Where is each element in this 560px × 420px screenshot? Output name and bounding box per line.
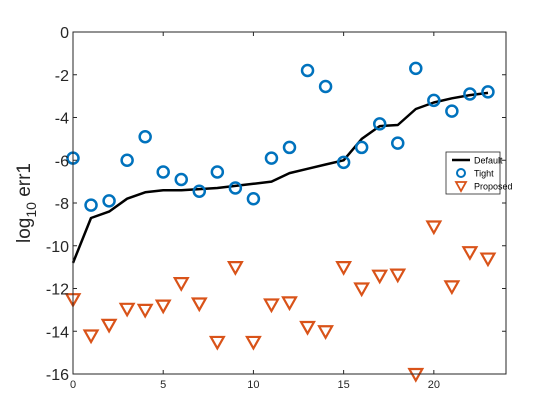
y-axis-label-group: log10 err1 bbox=[14, 163, 39, 243]
point-tight bbox=[318, 79, 333, 94]
point-proposed bbox=[389, 268, 407, 284]
y-axis-label-subscript: 10 bbox=[23, 202, 39, 218]
legend: Default Tight Proposed bbox=[445, 151, 513, 195]
point-proposed bbox=[118, 302, 136, 318]
legend-label: Default bbox=[474, 156, 503, 166]
point-proposed bbox=[407, 367, 425, 383]
point-proposed bbox=[226, 261, 244, 276]
point-tight bbox=[336, 155, 351, 170]
point-proposed bbox=[461, 246, 479, 261]
point-proposed bbox=[479, 252, 497, 268]
point-proposed bbox=[190, 297, 208, 313]
point-tight bbox=[463, 87, 477, 101]
series-default bbox=[71, 91, 489, 264]
point-proposed bbox=[245, 335, 262, 351]
point-tight bbox=[138, 129, 152, 144]
y-tick-label: -10 bbox=[46, 239, 69, 256]
point-tight bbox=[156, 165, 170, 179]
x-tick-label: 5 bbox=[160, 379, 166, 391]
point-tight bbox=[354, 140, 369, 155]
point-proposed bbox=[100, 318, 118, 334]
y-tick-label: -8 bbox=[55, 196, 69, 213]
point-tight bbox=[300, 63, 315, 78]
legend-label: Proposed bbox=[474, 182, 513, 192]
point-proposed bbox=[82, 329, 100, 345]
point-tight bbox=[427, 93, 441, 108]
y-axis-label-tail: err1 bbox=[14, 163, 35, 202]
point-proposed bbox=[263, 298, 280, 314]
y-tick-label: -14 bbox=[46, 324, 69, 341]
y-tick-label: -4 bbox=[55, 111, 69, 128]
y-tick-label: -2 bbox=[55, 68, 69, 85]
point-tight bbox=[228, 181, 243, 195]
series-tight bbox=[66, 61, 495, 212]
y-axis-label: log10 err1 bbox=[14, 163, 39, 243]
y-tick-label: 0 bbox=[60, 25, 69, 42]
y-tick-label: -16 bbox=[46, 367, 69, 384]
point-proposed bbox=[371, 269, 389, 285]
y-axis-label-main: log bbox=[14, 218, 35, 243]
line-default bbox=[71, 91, 489, 264]
axes-box-group bbox=[73, 32, 506, 374]
point-tight bbox=[210, 165, 225, 179]
point-tight bbox=[246, 191, 261, 206]
point-tight bbox=[120, 153, 134, 167]
axes-group bbox=[72, 31, 507, 375]
legend-item-default: Default bbox=[452, 156, 503, 166]
point-tight bbox=[391, 136, 405, 150]
x-tick-label: 0 bbox=[70, 379, 76, 391]
point-proposed bbox=[317, 325, 334, 340]
point-tight bbox=[84, 198, 98, 212]
point-proposed bbox=[299, 320, 316, 336]
y-tick-label: -12 bbox=[46, 282, 69, 299]
plot-background bbox=[73, 32, 506, 374]
point-tight bbox=[174, 172, 188, 187]
legend-item-proposed: Proposed bbox=[454, 181, 513, 193]
series-proposed bbox=[64, 220, 497, 383]
point-tight bbox=[481, 85, 495, 99]
point-tight bbox=[192, 184, 207, 198]
legend-swatch-triangle bbox=[454, 181, 468, 193]
point-tight bbox=[282, 140, 297, 155]
point-proposed bbox=[335, 261, 353, 276]
point-proposed bbox=[154, 299, 172, 315]
point-proposed bbox=[172, 277, 190, 292]
point-tight bbox=[445, 104, 459, 118]
point-proposed bbox=[425, 220, 443, 236]
point-proposed bbox=[443, 280, 461, 296]
x-tick-label: 20 bbox=[428, 379, 440, 391]
point-tight bbox=[372, 117, 387, 131]
tick-labels-group: 0 5 10 15 20 0 -2 -4 -6 -8 -10 -12 -14 -16 bbox=[46, 25, 440, 391]
x-tick-label: 15 bbox=[338, 379, 350, 391]
y-tick-label: -6 bbox=[55, 153, 69, 170]
point-tight bbox=[264, 151, 279, 165]
point-proposed bbox=[136, 303, 154, 319]
legend-swatch-circle bbox=[456, 168, 466, 178]
series-group bbox=[64, 61, 497, 383]
point-proposed bbox=[208, 335, 226, 351]
point-proposed bbox=[353, 282, 371, 298]
legend-item-tight: Tight bbox=[456, 168, 494, 179]
point-proposed bbox=[281, 296, 298, 312]
legend-label: Tight bbox=[474, 169, 494, 179]
point-tight bbox=[409, 61, 423, 76]
point-tight bbox=[102, 194, 116, 208]
x-tick-label: 10 bbox=[247, 379, 259, 391]
